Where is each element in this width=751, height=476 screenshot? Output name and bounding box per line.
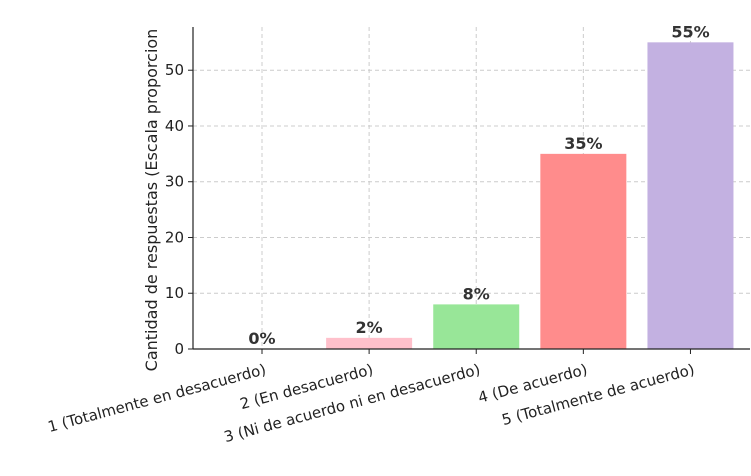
y-tick-label: 20 <box>165 228 184 246</box>
y-tick-label: 30 <box>165 173 184 191</box>
bar <box>433 304 520 349</box>
y-tick-label: 10 <box>165 284 184 302</box>
data-label: 8% <box>463 284 490 303</box>
y-tick-label: 0 <box>174 340 184 358</box>
data-label: 55% <box>671 22 709 41</box>
bar <box>540 153 627 349</box>
y-ticks: 0 10 20 30 40 50 <box>165 61 193 358</box>
bar <box>647 42 734 349</box>
data-label: 35% <box>564 134 602 153</box>
bars <box>326 42 734 349</box>
y-axis-label: Cantidad de respuestas (Escala proporcio… <box>142 29 161 372</box>
bar <box>326 337 413 349</box>
y-tick-label: 50 <box>165 61 184 79</box>
y-tick-label: 40 <box>165 117 184 135</box>
data-labels: 0% 2% 8% 35% 55% <box>248 22 709 348</box>
x-tick-label: 5 (Totalmente de acuerdo) <box>500 360 696 429</box>
axes <box>192 27 750 350</box>
data-label: 0% <box>248 329 275 348</box>
data-label: 2% <box>356 318 383 337</box>
